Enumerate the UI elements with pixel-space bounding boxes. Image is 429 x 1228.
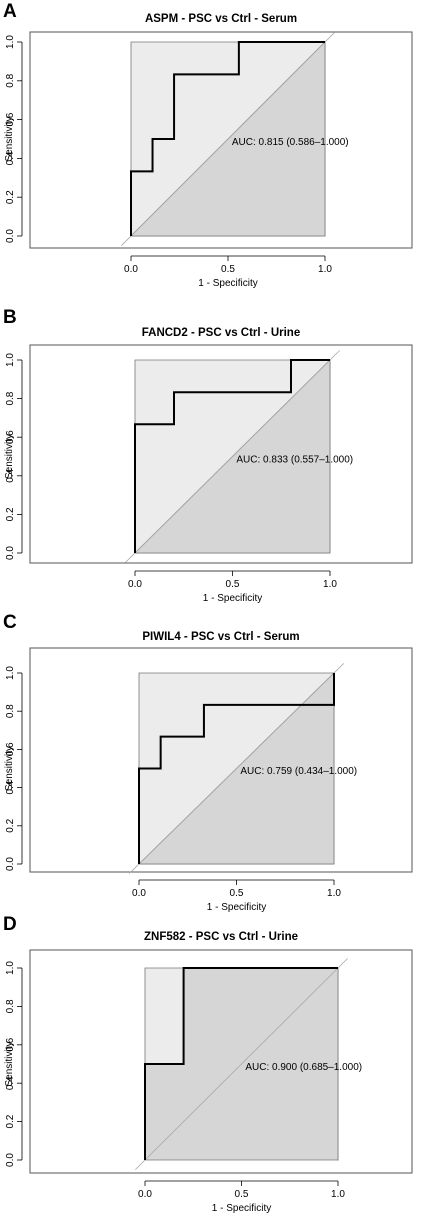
chart-title: FANCD2 - PSC vs Ctrl - Urine — [142, 327, 300, 339]
plot-frame — [29, 949, 413, 1174]
reference-diagonal — [121, 32, 335, 246]
y-tick-label: 1.0 — [5, 666, 16, 680]
x-axis-label: 1 - Specificity — [198, 278, 257, 289]
y-tick-label: 0.6 — [5, 112, 16, 126]
y-tick-label: 0.8 — [5, 391, 16, 405]
x-tick-label: 0.5 — [230, 888, 244, 899]
x-tick-label: 0.5 — [226, 579, 240, 590]
y-tick-label: 1.0 — [5, 353, 16, 367]
auc-label: AUC: 0.815 (0.586–1.000) — [232, 137, 349, 148]
roc-panel-d: D ZNF582 - PSC vs Ctrl - Urine AUC: 0.900 … — [3, 914, 413, 1214]
reference-diagonal — [128, 663, 345, 874]
y-tick-label: 0.2 — [5, 507, 16, 521]
roc-curve — [134, 359, 330, 553]
chart-title: ASPM - PSC vs Ctrl - Serum — [145, 13, 297, 25]
plot-frame — [29, 31, 413, 249]
chart-title: ZNF582 - PSC vs Ctrl - Urine — [144, 931, 298, 943]
y-axis-label: Sensitivity — [4, 1041, 15, 1086]
chart-title: PIWIL4 - PSC vs Ctrl - Serum — [142, 631, 299, 643]
x-tick-label: 1.0 — [318, 264, 332, 275]
reference-diagonal — [135, 958, 348, 1170]
y-tick-label: 1.0 — [5, 35, 16, 49]
y-tick-label: 0.4 — [5, 468, 16, 482]
auc-label: AUC: 0.759 (0.434–1.000) — [240, 766, 357, 777]
y-tick-label: 0.8 — [5, 73, 16, 87]
y-tick-label: 0.4 — [5, 780, 16, 794]
x-tick-label: 1.0 — [327, 888, 341, 899]
panel-letter: B — [3, 307, 17, 328]
y-tick-label: 0.0 — [5, 857, 16, 871]
auc-label: AUC: 0.900 (0.685–1.000) — [245, 1062, 362, 1073]
x-tick-label: 0.0 — [132, 888, 146, 899]
y-tick-label: 0.6 — [5, 1037, 16, 1051]
roc-panel-b: B FANCD2 - PSC vs Ctrl - Urine AUC: 0.833 … — [3, 307, 413, 604]
y-tick-label: 0.6 — [5, 742, 16, 756]
y-tick-label: 0.4 — [5, 151, 16, 165]
x-tick-label: 0.0 — [138, 1189, 152, 1200]
y-tick-label: 0.8 — [5, 999, 16, 1013]
x-tick-label: 1.0 — [323, 579, 337, 590]
plot-frame — [29, 647, 413, 873]
y-tick-label: 0.4 — [5, 1076, 16, 1090]
roc-panel-c: C PIWIL4 - PSC vs Ctrl - Serum AUC: 0.759 … — [3, 612, 413, 913]
y-tick-label: 0.0 — [5, 229, 16, 243]
roc-curve — [130, 41, 325, 236]
x-tick-label: 0.0 — [124, 264, 138, 275]
y-tick-label: 0.8 — [5, 704, 16, 718]
reference-diagonal — [124, 350, 341, 563]
auc-label: AUC: 0.833 (0.557–1.000) — [236, 454, 353, 465]
y-tick-label: 1.0 — [5, 961, 16, 975]
roc-curve — [144, 967, 338, 1160]
y-axis-label: Sensitivity — [4, 434, 15, 479]
x-tick-label: 0.5 — [221, 264, 235, 275]
y-tick-label: 0.2 — [5, 1114, 16, 1128]
y-tick-label: 0.0 — [5, 546, 16, 560]
y-tick-label: 0.0 — [5, 1153, 16, 1167]
x-axis-label: 1 - Specificity — [212, 1203, 271, 1214]
panel-letter: C — [3, 612, 17, 633]
y-tick-label: 0.2 — [5, 190, 16, 204]
x-tick-label: 1.0 — [331, 1189, 345, 1200]
panel-letter: A — [3, 1, 17, 22]
roc-curve — [138, 673, 335, 864]
panel-letter: D — [3, 914, 17, 935]
x-tick-label: 0.5 — [235, 1189, 249, 1200]
x-axis-label: 1 - Specificity — [203, 593, 262, 604]
x-axis-label: 1 - Specificity — [207, 902, 266, 913]
y-axis-label: Sensitivity — [4, 116, 15, 161]
y-tick-label: 0.6 — [5, 430, 16, 444]
plot-frame — [29, 344, 413, 564]
y-tick-label: 0.2 — [5, 818, 16, 832]
roc-panel-a: A ASPM - PSC vs Ctrl - Serum AUC: 0.815 (0… — [3, 1, 413, 289]
x-tick-label: 0.0 — [128, 579, 142, 590]
y-axis-label: Sensitivity — [4, 746, 15, 791]
